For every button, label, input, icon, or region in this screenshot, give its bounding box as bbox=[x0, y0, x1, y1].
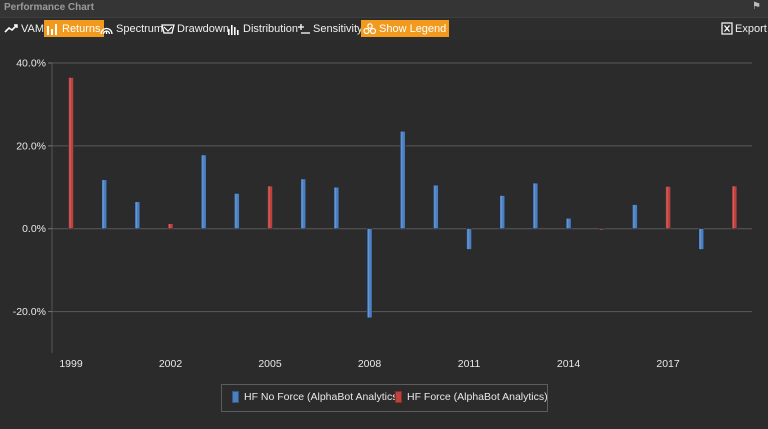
legend-item-force[interactable]: HF Force (AlphaBot Analytics) bbox=[395, 391, 548, 403]
pin-icon[interactable]: ⚑ bbox=[752, 1, 761, 12]
legend-item-no-force[interactable]: HF No Force (AlphaBot Analytics) bbox=[232, 391, 401, 403]
bar bbox=[267, 185, 273, 229]
show-legend-button[interactable]: Show Legend bbox=[361, 20, 450, 37]
chart-legend[interactable]: HF No Force (AlphaBot Analytics) HF Forc… bbox=[221, 384, 548, 412]
bar bbox=[565, 218, 572, 229]
bar-highlight bbox=[401, 131, 403, 229]
bar bbox=[698, 228, 704, 250]
bar bbox=[234, 193, 240, 229]
trend-line-icon bbox=[4, 24, 18, 33]
x-tick-label: 2011 bbox=[458, 358, 481, 370]
x-tick-label: 2008 bbox=[358, 358, 382, 370]
bar bbox=[731, 185, 738, 229]
bar bbox=[134, 201, 141, 229]
drawdown-icon bbox=[161, 23, 175, 34]
drawdown-label: Drawdown bbox=[177, 22, 229, 35]
y-tick-label: -20.0% bbox=[13, 306, 46, 318]
bar-highlight bbox=[102, 179, 104, 229]
x-tick-label: 2017 bbox=[656, 358, 680, 370]
bar-highlight bbox=[699, 228, 701, 250]
sensitivity-icon bbox=[298, 23, 310, 34]
spectrum-label: Spectrum bbox=[116, 22, 164, 35]
excel-icon bbox=[721, 22, 733, 35]
bar bbox=[466, 228, 472, 250]
bar-highlight bbox=[533, 183, 536, 229]
returns-bar-chart: -20.0% 0.0% 20.0% 40.0% 1999 2002 2005 2008 2011… bbox=[13, 58, 752, 370]
bar-highlight bbox=[268, 186, 270, 229]
y-tick-label: 40.0% bbox=[16, 58, 46, 70]
bar-highlight bbox=[368, 228, 370, 318]
bar bbox=[433, 184, 439, 229]
x-tick-label: 1999 bbox=[59, 358, 83, 370]
bar-highlight bbox=[500, 195, 502, 229]
bar-highlight bbox=[434, 185, 436, 229]
bar-highlight bbox=[732, 186, 735, 229]
legend-swatch-red bbox=[395, 391, 402, 403]
sensitivity-button[interactable]: Sensitivity bbox=[297, 20, 363, 37]
x-tick-label: 2002 bbox=[159, 358, 183, 370]
spectrum-icon bbox=[100, 27, 113, 34]
distribution-button[interactable]: Distribution bbox=[227, 20, 298, 37]
bar bbox=[300, 178, 306, 229]
bar bbox=[333, 187, 340, 229]
vami-label: VAMI bbox=[21, 22, 48, 35]
x-tick-label: 2005 bbox=[258, 358, 282, 370]
bar bbox=[200, 154, 207, 229]
bar-highlight bbox=[600, 228, 602, 230]
bar-chart-icon bbox=[47, 23, 57, 35]
y-tick-label: 20.0% bbox=[16, 140, 46, 152]
legend-label-no-force: HF No Force (AlphaBot Analytics) bbox=[244, 391, 401, 403]
window-title: Performance Chart bbox=[4, 2, 95, 13]
bar-highlight bbox=[467, 228, 469, 250]
bar-highlight bbox=[567, 218, 569, 229]
y-tick-label: 0.0% bbox=[22, 223, 46, 235]
bar bbox=[399, 131, 406, 229]
bar-highlight bbox=[202, 154, 204, 229]
spectrum-button[interactable]: Spectrum bbox=[99, 20, 163, 37]
legend-label-force: HF Force (AlphaBot Analytics) bbox=[407, 391, 548, 403]
legend-icon bbox=[363, 22, 377, 34]
bar bbox=[665, 186, 671, 229]
bar-highlight bbox=[334, 187, 337, 229]
bar-highlight bbox=[169, 223, 171, 229]
returns-button[interactable]: Returns bbox=[44, 20, 104, 37]
bar-highlight bbox=[235, 193, 237, 229]
bar bbox=[167, 223, 174, 229]
returns-label: Returns bbox=[62, 22, 101, 35]
bar bbox=[632, 204, 638, 229]
bar-highlight bbox=[135, 201, 138, 229]
sensitivity-label: Sensitivity bbox=[313, 22, 363, 35]
x-tick-label: 2014 bbox=[557, 358, 581, 370]
export-button[interactable]: Export bbox=[721, 20, 767, 37]
legend-swatch-blue bbox=[232, 391, 239, 403]
bar bbox=[598, 228, 605, 231]
show-legend-label: Show Legend bbox=[379, 22, 447, 35]
export-label: Export bbox=[735, 22, 767, 35]
bar bbox=[499, 195, 505, 229]
distribution-label: Distribution bbox=[243, 22, 299, 35]
bar bbox=[101, 179, 107, 229]
bar-highlight bbox=[69, 77, 71, 229]
chart-toolbar: VAMI Returns Spectrum Drawdown Distribut… bbox=[0, 18, 768, 40]
bar-highlight bbox=[666, 186, 668, 229]
bar bbox=[68, 77, 74, 229]
bar-highlight bbox=[301, 179, 303, 229]
bar bbox=[366, 228, 373, 319]
histogram-icon bbox=[228, 24, 239, 35]
window-titlebar: Performance Chart ⚑ bbox=[0, 0, 768, 18]
bar bbox=[532, 182, 539, 229]
bar-highlight bbox=[633, 204, 635, 229]
vami-button[interactable]: VAMI bbox=[4, 20, 47, 37]
drawdown-button[interactable]: Drawdown bbox=[161, 20, 229, 37]
